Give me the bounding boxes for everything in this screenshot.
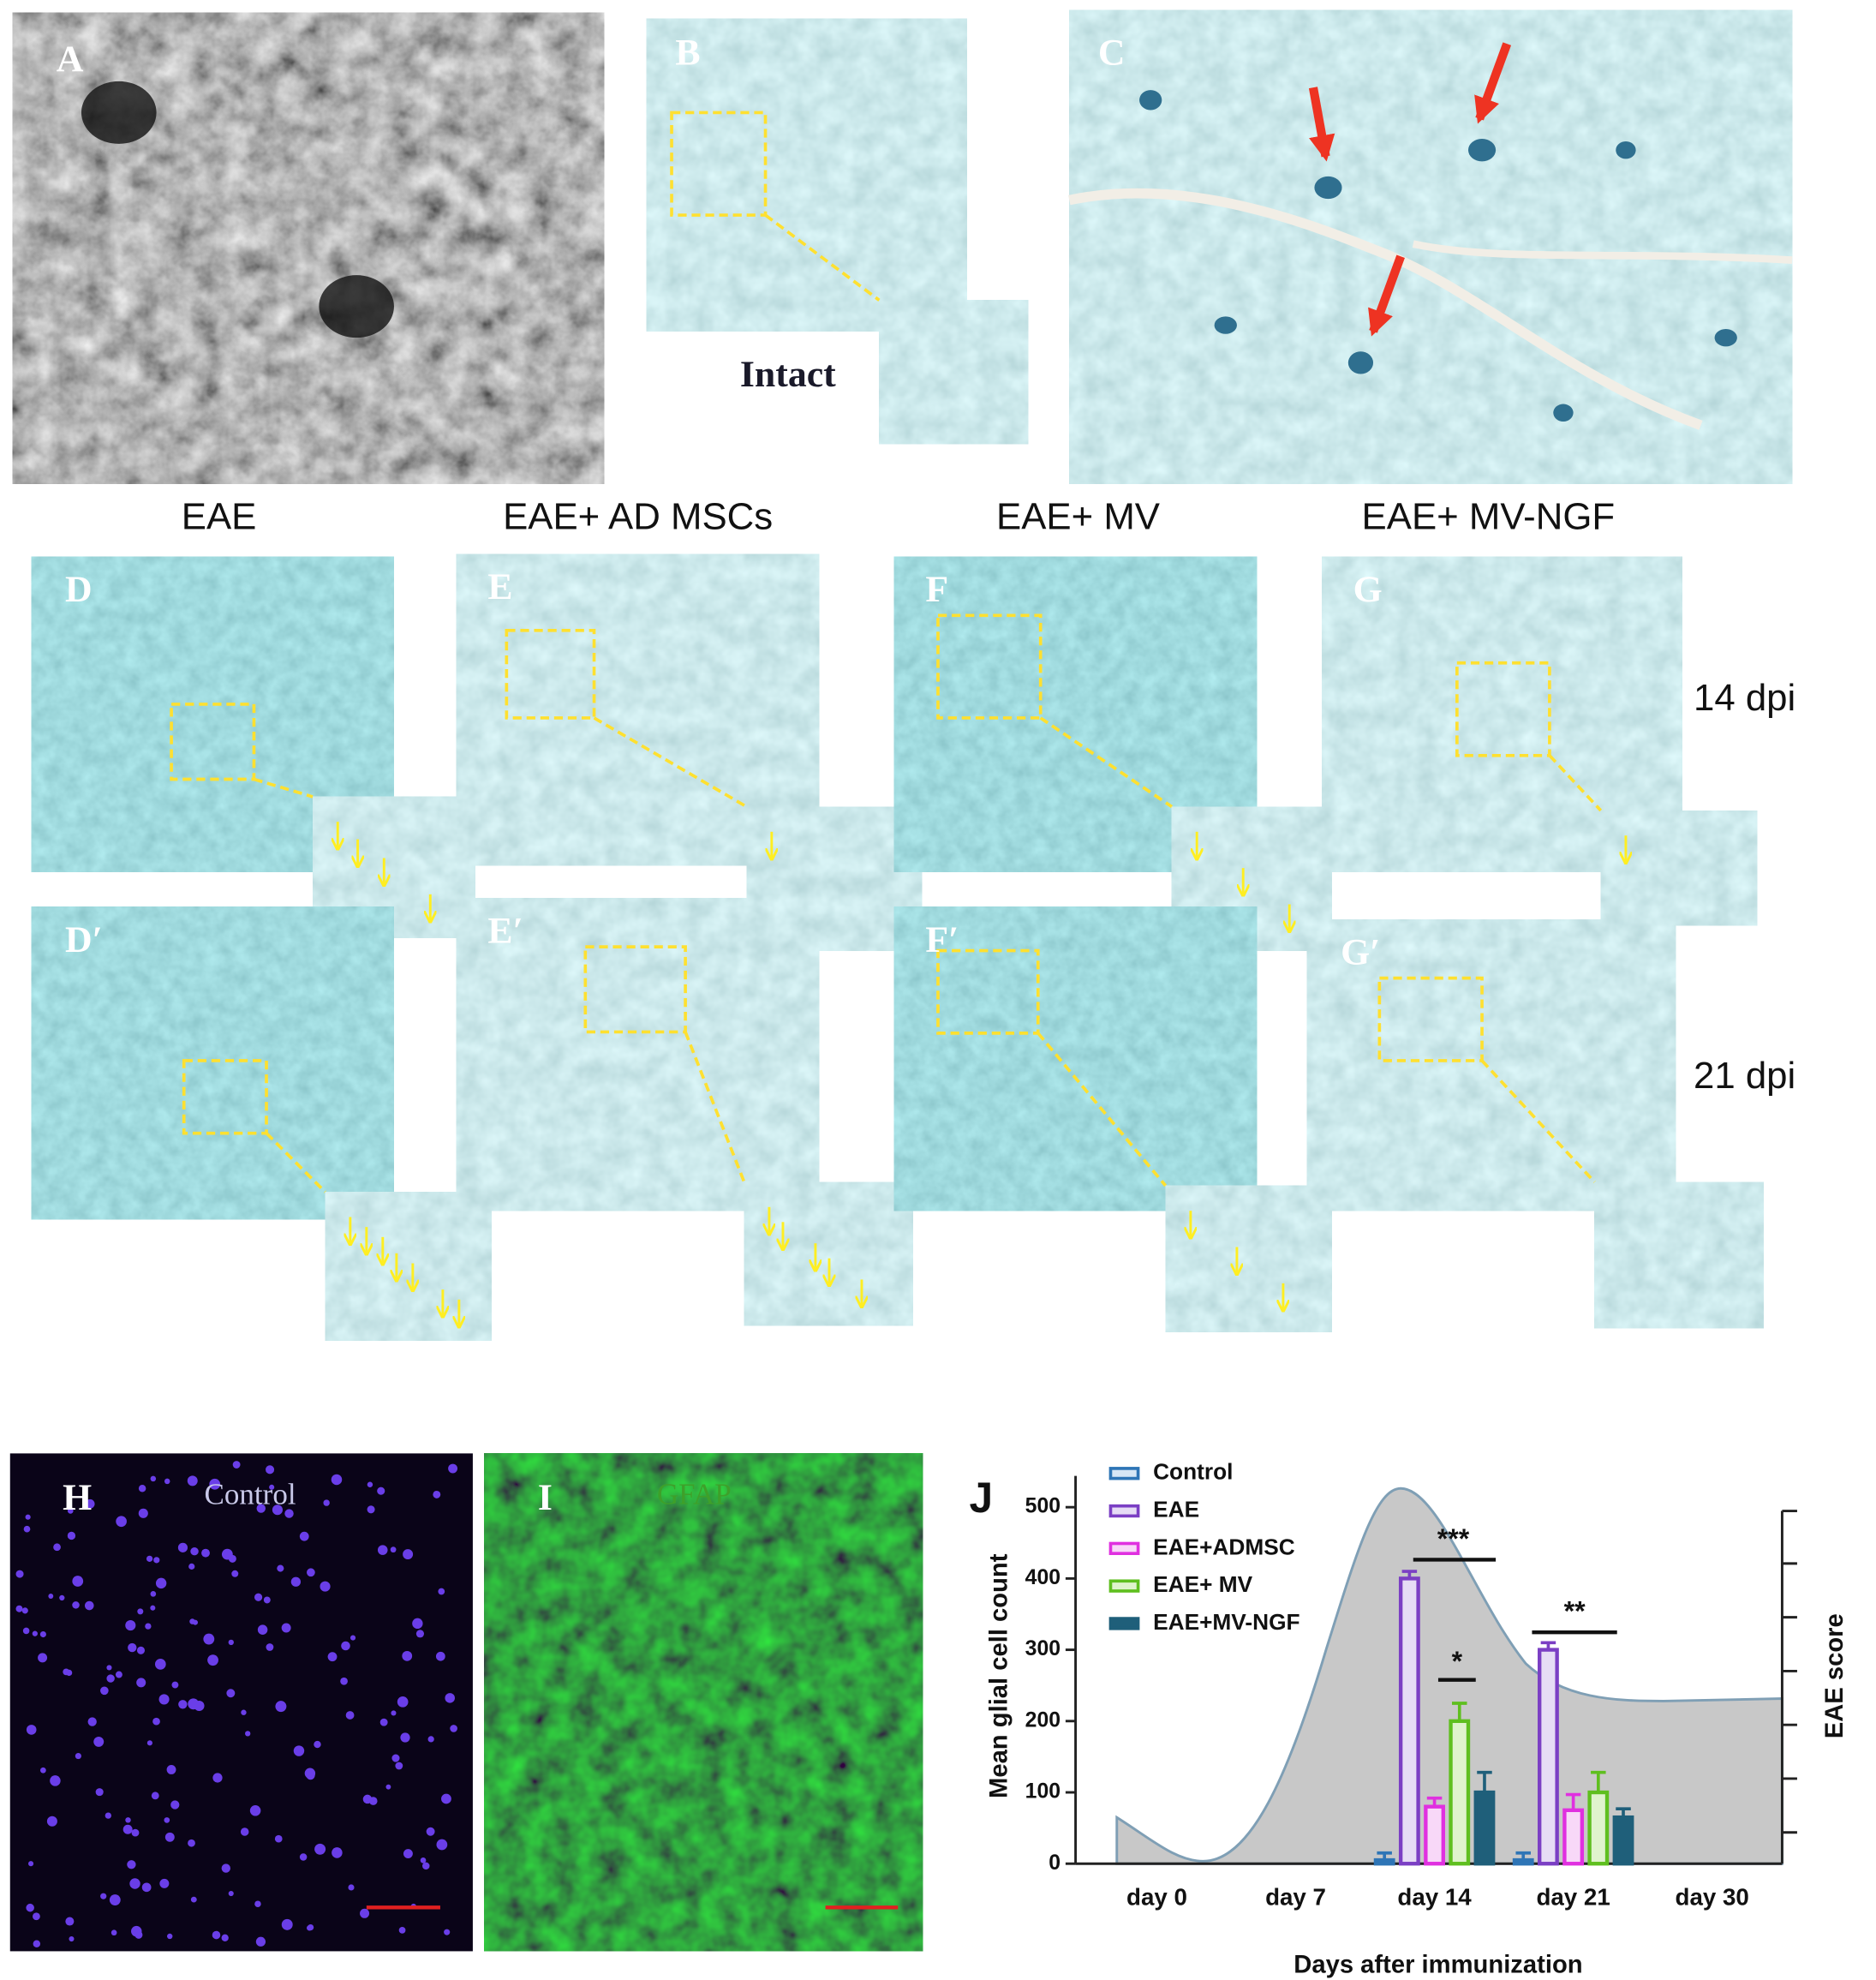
stain-image <box>456 898 820 1211</box>
x-tick-label: day 30 <box>1676 1883 1749 1910</box>
bar <box>1612 1815 1634 1866</box>
error-bar <box>1540 1641 1556 1650</box>
error-bar <box>1477 1770 1492 1793</box>
stain-grid <box>31 553 1765 1343</box>
panel-label: G′ <box>1341 931 1380 972</box>
legend-label: EAE+ MV <box>1153 1571 1253 1597</box>
y-tick-label: 0 <box>1049 1851 1060 1875</box>
em-image <box>11 11 606 486</box>
intact-image <box>646 18 967 332</box>
chart: *** * ** J Mean glial cell count EAE sco… <box>969 1459 1848 1979</box>
error-bar <box>1377 1851 1392 1861</box>
legend-swatch <box>1108 1579 1140 1593</box>
column-header: EAE+ MV-NGF <box>1362 495 1616 537</box>
micrographs <box>11 9 1793 486</box>
column-header: EAE+ MV <box>996 495 1161 537</box>
bar <box>1562 1808 1585 1866</box>
column-header: EAE <box>182 495 257 537</box>
bar <box>1449 1719 1471 1866</box>
y-tick-label: 200 <box>1025 1708 1060 1732</box>
panel-label: H <box>63 1477 92 1518</box>
panel-label: C <box>1098 33 1126 74</box>
error-bar <box>1401 1570 1418 1579</box>
y2-axis-label: EAE score <box>1821 1613 1849 1738</box>
fluo-label: GFAP <box>657 1478 732 1511</box>
x-tick-label: day 0 <box>1126 1883 1187 1910</box>
y-tick-label: 500 <box>1025 1495 1060 1518</box>
row-label: 14 dpi <box>1694 677 1795 719</box>
legend-label: EAE <box>1153 1496 1199 1522</box>
error-bar <box>1616 1807 1631 1818</box>
y-axis-label: Mean glial cell count <box>986 1553 1013 1798</box>
bar <box>1373 1857 1395 1866</box>
panel-label: F <box>925 569 948 610</box>
y-tick-label: 100 <box>1025 1780 1060 1804</box>
legend-swatch <box>1108 1504 1140 1518</box>
error-bar <box>1565 1792 1581 1810</box>
fluo-label: Control <box>205 1478 296 1511</box>
legend-label: Control <box>1153 1459 1233 1485</box>
column-header: EAE+ AD MSCs <box>503 495 773 537</box>
eae-score-curve <box>1115 1486 1783 1865</box>
row-label: 21 dpi <box>1694 1055 1795 1097</box>
error-bar <box>1591 1770 1606 1793</box>
inset <box>1164 1184 1334 1334</box>
legend-swatch <box>1108 1617 1140 1630</box>
significance: * <box>1452 1646 1463 1677</box>
legend-swatch <box>1108 1467 1140 1481</box>
panel-label: D′ <box>65 919 103 960</box>
significance: *** <box>1437 1523 1470 1554</box>
gfap-image <box>484 1453 923 1952</box>
error-bar <box>1426 1796 1443 1807</box>
panel-label: I <box>538 1477 553 1518</box>
panel-label: A <box>57 39 84 80</box>
fluorescence <box>9 1453 923 1952</box>
x-axis-label: Days after immunization <box>1293 1952 1582 1979</box>
panel-label: E <box>487 566 512 607</box>
error-bar <box>1515 1851 1531 1861</box>
bar <box>1587 1790 1610 1866</box>
panel-label: G <box>1353 569 1383 610</box>
panel-label: F′ <box>925 919 959 960</box>
bar <box>1398 1576 1420 1866</box>
stain-image <box>893 906 1258 1211</box>
bar <box>1473 1790 1496 1866</box>
stain-image <box>31 906 394 1220</box>
panel-label: D <box>65 569 93 610</box>
bar <box>1424 1804 1445 1866</box>
panel-label: J <box>969 1474 993 1522</box>
stain-image <box>1306 919 1676 1211</box>
panel-label: E′ <box>487 911 523 952</box>
intact-label: Intact <box>740 354 836 395</box>
legend-label: EAE+MV-NGF <box>1153 1609 1299 1635</box>
panel-label: B <box>675 33 700 74</box>
bar <box>1512 1857 1534 1866</box>
control-image <box>9 1453 473 1952</box>
legend-label: EAE+ADMSC <box>1153 1534 1295 1559</box>
inset <box>1599 809 1759 927</box>
significance: ** <box>1564 1596 1586 1627</box>
x-tick-label: day 7 <box>1265 1883 1326 1910</box>
inset <box>743 1181 915 1327</box>
inset <box>324 1190 493 1343</box>
x-tick-label: day 14 <box>1397 1883 1472 1910</box>
x-tick-label: day 21 <box>1536 1883 1610 1910</box>
bar <box>1538 1648 1559 1866</box>
y-tick-label: 300 <box>1025 1637 1060 1660</box>
error-bar <box>1452 1702 1467 1721</box>
legend-swatch <box>1108 1541 1140 1556</box>
inset <box>1592 1181 1765 1330</box>
y-tick-label: 400 <box>1025 1566 1060 1589</box>
